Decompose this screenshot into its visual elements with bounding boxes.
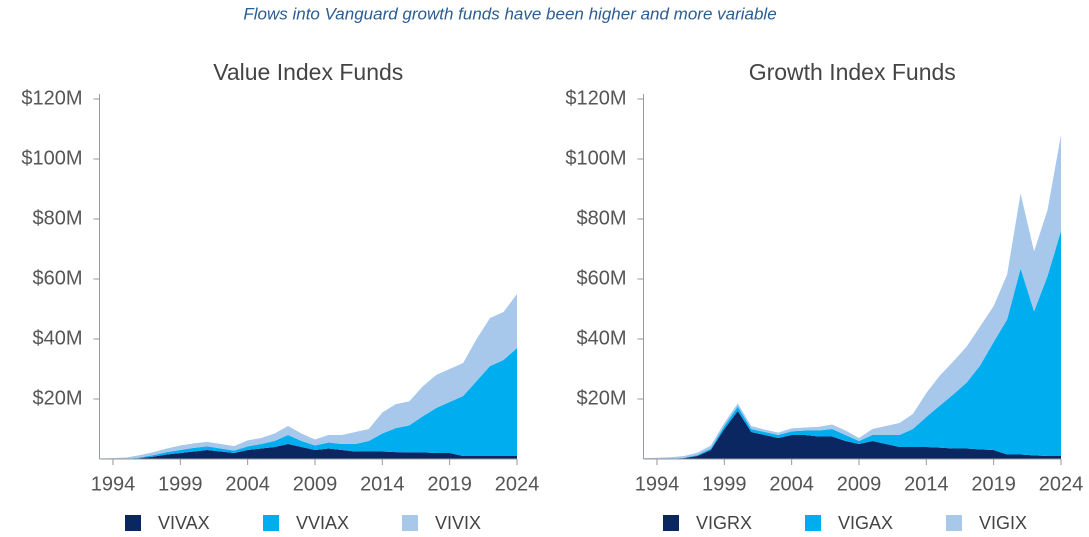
y-tick-label: $60M	[576, 267, 626, 289]
x-tick-label: 2019	[427, 473, 472, 495]
y-tick-label: $80M	[32, 207, 82, 229]
area	[99, 294, 517, 459]
legend-swatch	[946, 515, 962, 531]
area	[643, 231, 1061, 459]
legend-label: VIGIX	[979, 513, 1027, 533]
x-tick-label: 2014	[360, 473, 405, 495]
chart-title: Value Index Funds	[213, 59, 403, 85]
y-tick-label: $100M	[21, 147, 82, 169]
page-title: Flows into Vanguard growth funds have be…	[243, 4, 776, 23]
area	[643, 135, 1061, 459]
x-tick-label: 2019	[971, 473, 1016, 495]
x-tick-label: 1994	[635, 473, 680, 495]
x-tick-label: 2014	[904, 473, 949, 495]
legend-label: VVIAX	[296, 513, 349, 533]
x-tick-label: 1999	[158, 473, 203, 495]
chart-title: Growth Index Funds	[749, 59, 956, 85]
legend-label: VIGRX	[696, 513, 752, 533]
legend-swatch	[663, 515, 679, 531]
x-tick-label: 2009	[837, 473, 882, 495]
legend-swatch	[402, 515, 418, 531]
area	[99, 444, 517, 459]
y-tick-label: $20M	[576, 387, 626, 409]
legend-swatch	[805, 515, 821, 531]
x-tick-label: 2004	[769, 473, 814, 495]
area	[99, 348, 517, 459]
x-tick-label: 2024	[1039, 473, 1084, 495]
x-tick-label: 2004	[225, 473, 270, 495]
x-tick-label: 2024	[495, 473, 540, 495]
y-tick-label: $100M	[565, 147, 626, 169]
y-tick-label: $40M	[576, 327, 626, 349]
y-tick-label: $120M	[21, 87, 82, 109]
x-tick-label: 1994	[91, 473, 136, 495]
y-tick-label: $80M	[576, 207, 626, 229]
y-tick-label: $60M	[32, 267, 82, 289]
legend-swatch	[263, 515, 279, 531]
area	[643, 411, 1061, 459]
y-tick-label: $20M	[32, 387, 82, 409]
y-tick-label: $120M	[565, 87, 626, 109]
legend-label: VIVAX	[158, 513, 210, 533]
y-tick-label: $40M	[32, 327, 82, 349]
x-tick-label: 2009	[293, 473, 338, 495]
x-tick-label: 1999	[702, 473, 747, 495]
legend-label: VIGAX	[838, 513, 893, 533]
legend-swatch	[125, 515, 141, 531]
legend-label: VIVIX	[435, 513, 481, 533]
